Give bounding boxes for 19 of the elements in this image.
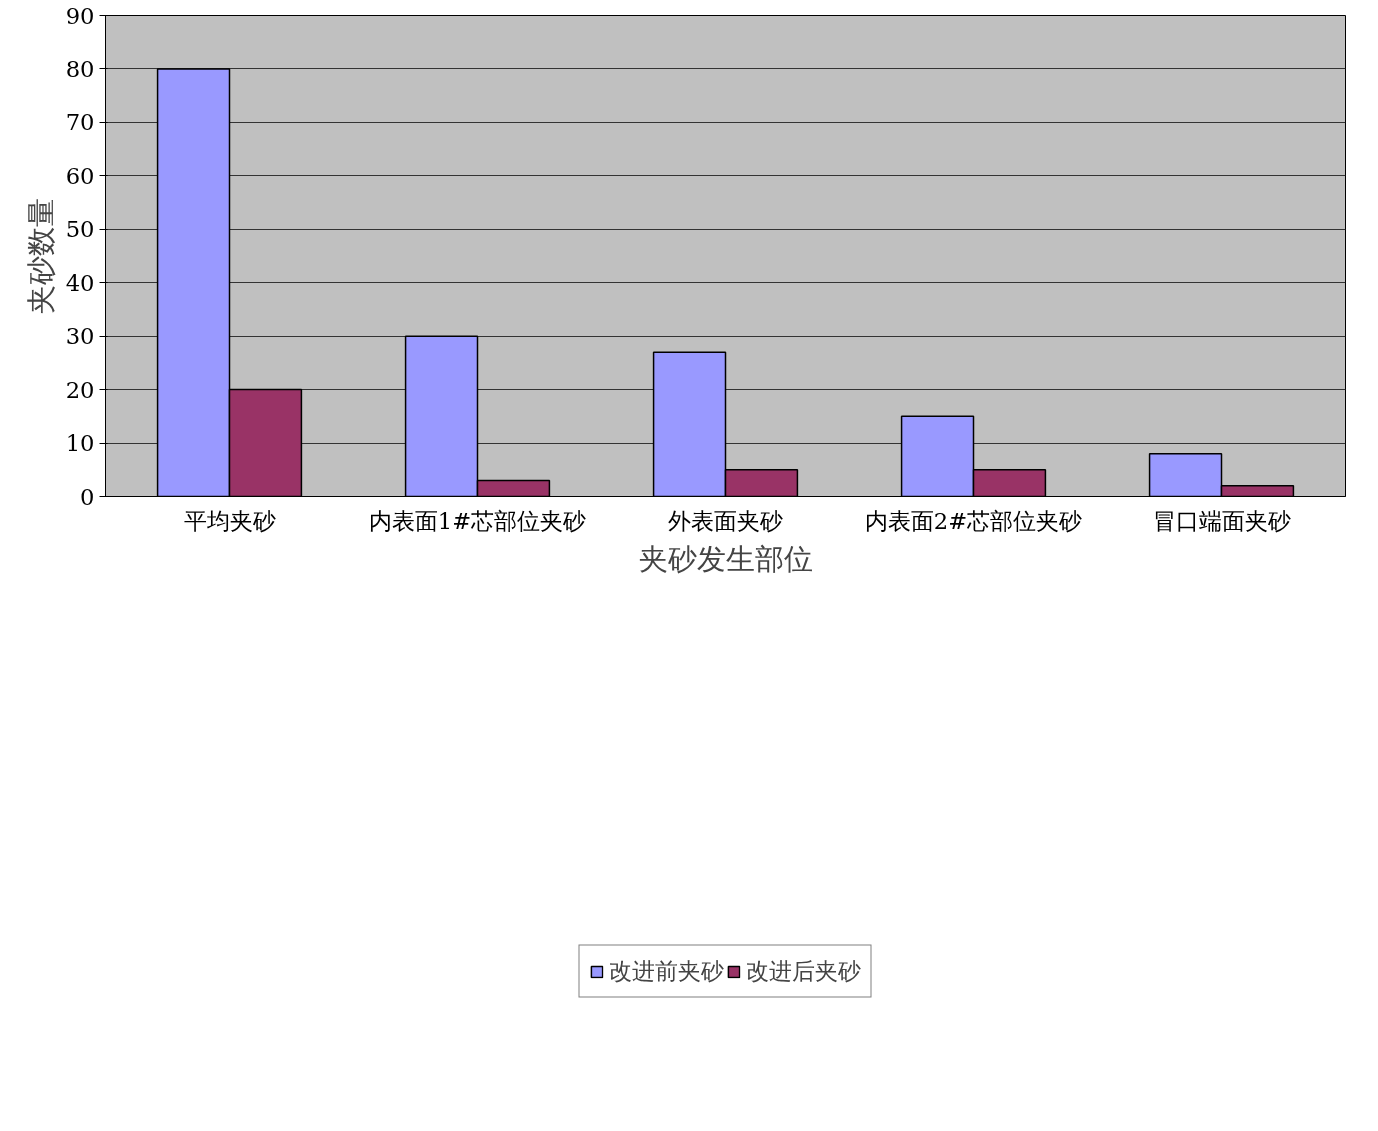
x-tick-label: 平均夹砂: [183, 507, 276, 534]
legend-label: 改进后夹砂: [745, 956, 861, 986]
y-tick-label: 60: [65, 162, 95, 189]
y-tick-label: 70: [65, 109, 95, 136]
y-tick-label: 30: [65, 323, 95, 350]
x-tick-label: 外表面夹砂: [668, 507, 783, 534]
x-tick-label: 冒口端面夹砂: [1152, 507, 1291, 534]
x-tick-label: 内表面2#芯部位夹砂: [864, 507, 1083, 534]
y-tick-label: 10: [65, 430, 95, 457]
y-tick-label: 0: [80, 483, 95, 510]
y-tick-label: 80: [65, 55, 95, 82]
y-tick-label: 20: [65, 376, 95, 403]
y-tick-label: 90: [65, 2, 95, 29]
y-tick-label: 40: [65, 269, 95, 296]
x-axis-title: 夹砂发生部位: [638, 541, 813, 576]
legend-label: 改进前夹砂: [608, 956, 724, 986]
y-tick-label: 50: [65, 216, 95, 243]
x-tick-label: 内表面1#芯部位夹砂: [368, 507, 587, 534]
y-axis-title: 夹砂数量: [23, 198, 58, 314]
